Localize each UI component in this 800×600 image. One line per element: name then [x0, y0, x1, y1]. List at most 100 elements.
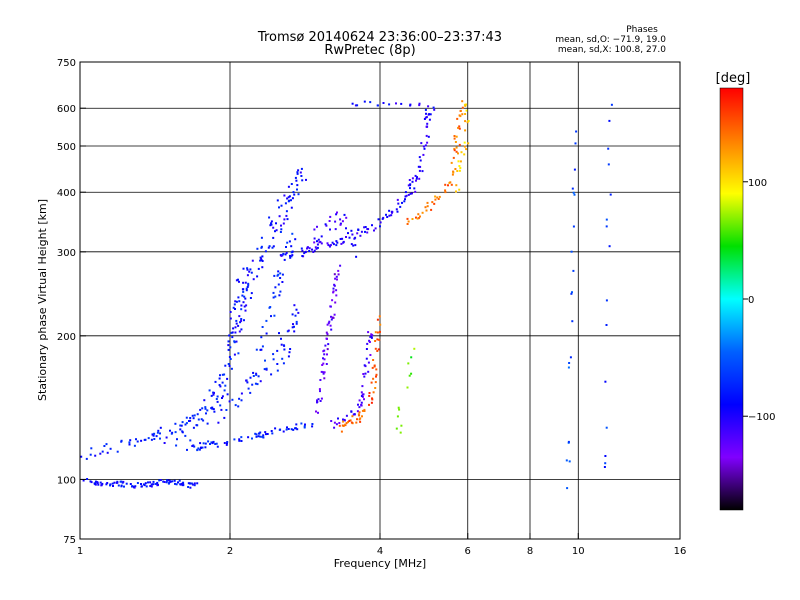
- data-point: [150, 438, 153, 441]
- data-point: [415, 216, 417, 219]
- data-point: [125, 482, 128, 485]
- data-point: [103, 445, 106, 447]
- data-point: [332, 287, 335, 290]
- data-point: [572, 225, 575, 228]
- data-point: [607, 163, 610, 166]
- data-point: [270, 315, 272, 318]
- data-point: [248, 270, 251, 273]
- data-point: [332, 243, 335, 246]
- data-point: [465, 109, 468, 112]
- data-point: [608, 119, 611, 122]
- data-point: [283, 258, 286, 261]
- data-point: [181, 421, 184, 424]
- data-point: [426, 141, 429, 144]
- data-point: [106, 482, 109, 484]
- data-point: [405, 194, 408, 197]
- data-point: [460, 151, 463, 154]
- data-point: [319, 379, 322, 381]
- data-point: [379, 330, 381, 333]
- data-point: [326, 353, 328, 356]
- data-point: [156, 484, 159, 487]
- data-point: [427, 105, 430, 108]
- data-point: [154, 483, 157, 485]
- data-point: [338, 422, 341, 424]
- data-point: [96, 482, 99, 484]
- data-point: [425, 125, 428, 128]
- data-point: [363, 410, 366, 412]
- data-point: [609, 193, 612, 196]
- data-point: [260, 259, 263, 262]
- data-point: [279, 290, 282, 293]
- data-point: [330, 420, 333, 422]
- data-point: [463, 141, 466, 144]
- data-point: [329, 228, 331, 231]
- data-point: [320, 235, 323, 238]
- data-point: [458, 114, 461, 117]
- data-point: [89, 480, 92, 483]
- data-point: [375, 375, 377, 378]
- data-point: [363, 375, 366, 378]
- data-point: [215, 442, 218, 445]
- x-tick-label: 16: [674, 546, 687, 557]
- data-point: [265, 433, 267, 436]
- grid-lines: [80, 62, 680, 539]
- data-point: [271, 432, 274, 435]
- data-point: [178, 479, 181, 482]
- data-point: [311, 425, 314, 428]
- data-point: [242, 267, 245, 270]
- data-point: [379, 323, 382, 326]
- data-point: [407, 193, 410, 196]
- data-point: [276, 349, 279, 352]
- data-point: [434, 198, 437, 201]
- phase-box-title: Phases: [626, 25, 658, 35]
- data-point: [322, 372, 325, 375]
- data-point: [410, 372, 413, 375]
- data-point: [156, 481, 159, 484]
- data-point: [153, 432, 156, 435]
- data-point: [571, 291, 573, 294]
- data-point: [291, 197, 294, 200]
- data-point: [289, 254, 291, 257]
- data-point: [255, 372, 258, 375]
- data-point: [260, 236, 263, 239]
- data-point: [272, 236, 275, 239]
- data-point: [249, 391, 252, 394]
- data-point: [251, 383, 254, 386]
- data-point: [390, 214, 393, 217]
- data-point: [416, 217, 419, 220]
- data-point: [235, 279, 238, 282]
- data-point: [189, 417, 192, 419]
- data-point: [204, 407, 207, 410]
- data-point: [245, 289, 248, 292]
- data-point: [345, 236, 347, 238]
- data-point: [571, 187, 574, 190]
- data-point: [193, 482, 196, 485]
- data-point: [247, 387, 250, 390]
- data-point: [376, 318, 379, 321]
- data-point: [90, 447, 93, 450]
- data-point: [364, 365, 367, 368]
- data-point: [245, 287, 248, 290]
- data-point: [317, 238, 320, 241]
- data-point: [425, 209, 428, 212]
- data-point: [149, 481, 152, 484]
- data-point: [140, 483, 142, 485]
- data-point: [459, 160, 462, 163]
- data-point: [466, 121, 469, 124]
- data-point: [418, 169, 421, 172]
- data-point: [227, 363, 230, 365]
- data-point: [348, 419, 351, 422]
- data-point: [465, 103, 468, 106]
- data-point: [297, 311, 300, 314]
- data-point: [337, 269, 340, 272]
- data-point: [425, 116, 428, 119]
- data-point: [218, 384, 221, 386]
- data-point: [317, 398, 320, 401]
- data-point: [296, 184, 299, 187]
- data-point: [461, 113, 464, 116]
- data-point: [326, 333, 329, 336]
- data-point: [120, 440, 123, 443]
- data-point: [156, 483, 159, 485]
- data-point: [214, 380, 217, 383]
